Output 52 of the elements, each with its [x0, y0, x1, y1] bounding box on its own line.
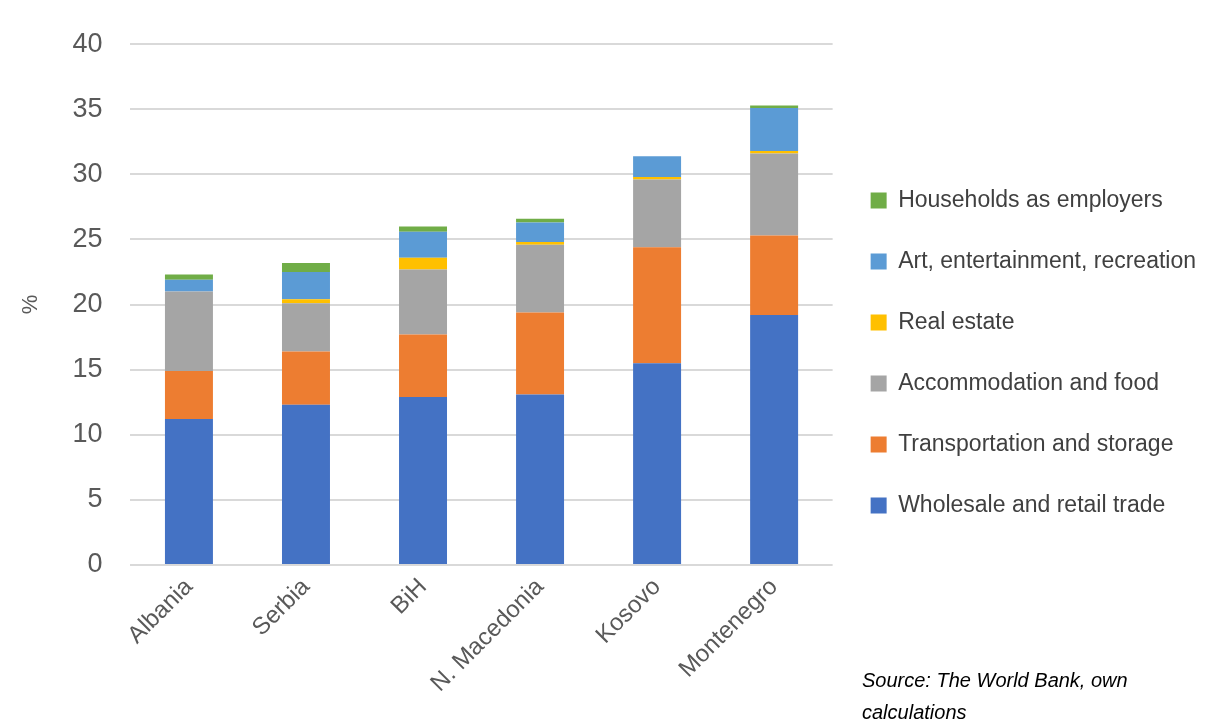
- bar: [399, 257, 448, 270]
- y-tick-label: 15: [72, 353, 103, 384]
- y-tick-label: 25: [72, 222, 103, 253]
- bar: [516, 218, 565, 223]
- bar: [164, 279, 213, 292]
- legend-label: Accommodation and food: [898, 368, 1159, 395]
- legend-label: Transportation and storage: [898, 429, 1174, 456]
- bar: [399, 396, 448, 564]
- bar: [164, 274, 213, 280]
- bar: [164, 291, 213, 371]
- legend-label: Art, entertainment, recreation: [898, 246, 1197, 273]
- bar: [750, 314, 799, 564]
- bar: [281, 272, 330, 300]
- bar: [399, 334, 448, 397]
- bar: [633, 176, 682, 180]
- bar: [516, 394, 565, 564]
- y-tick-label: 0: [87, 548, 103, 579]
- bar: [281, 262, 330, 273]
- bar: [516, 222, 565, 243]
- bar: [281, 299, 330, 304]
- bar: [516, 244, 565, 313]
- bar: [399, 231, 448, 258]
- bar: [516, 312, 565, 395]
- y-tick-label: 20: [72, 288, 103, 319]
- x-tick-label: BiH: [384, 572, 432, 619]
- bar: [750, 105, 799, 108]
- bar: [399, 269, 448, 335]
- y-tick-label: 35: [72, 92, 103, 123]
- bar: [750, 235, 799, 315]
- bar: [164, 370, 213, 420]
- y-tick-label: 30: [72, 157, 103, 188]
- bar: [750, 107, 799, 151]
- legend-label: Real estate: [898, 307, 1015, 334]
- y-axis-title: %: [17, 294, 43, 315]
- bar: [633, 156, 682, 177]
- bar: [164, 419, 213, 564]
- y-tick-label: 40: [72, 27, 103, 58]
- bar: [633, 247, 682, 364]
- bar: [399, 226, 448, 232]
- bar: [750, 150, 799, 154]
- bar: [750, 153, 799, 236]
- bar: [281, 351, 330, 405]
- y-tick-label: 10: [72, 418, 103, 449]
- y-tick-label: 5: [87, 483, 103, 514]
- bar: [281, 404, 330, 564]
- bar: [516, 242, 565, 245]
- bar: [633, 363, 682, 564]
- bar: [281, 303, 330, 352]
- source-note: Source: The World Bank, own calculations: [862, 668, 1129, 725]
- legend-label: Wholesale and retail trade: [898, 490, 1166, 517]
- legend-label: Households as employers: [898, 185, 1163, 212]
- bar: [633, 179, 682, 248]
